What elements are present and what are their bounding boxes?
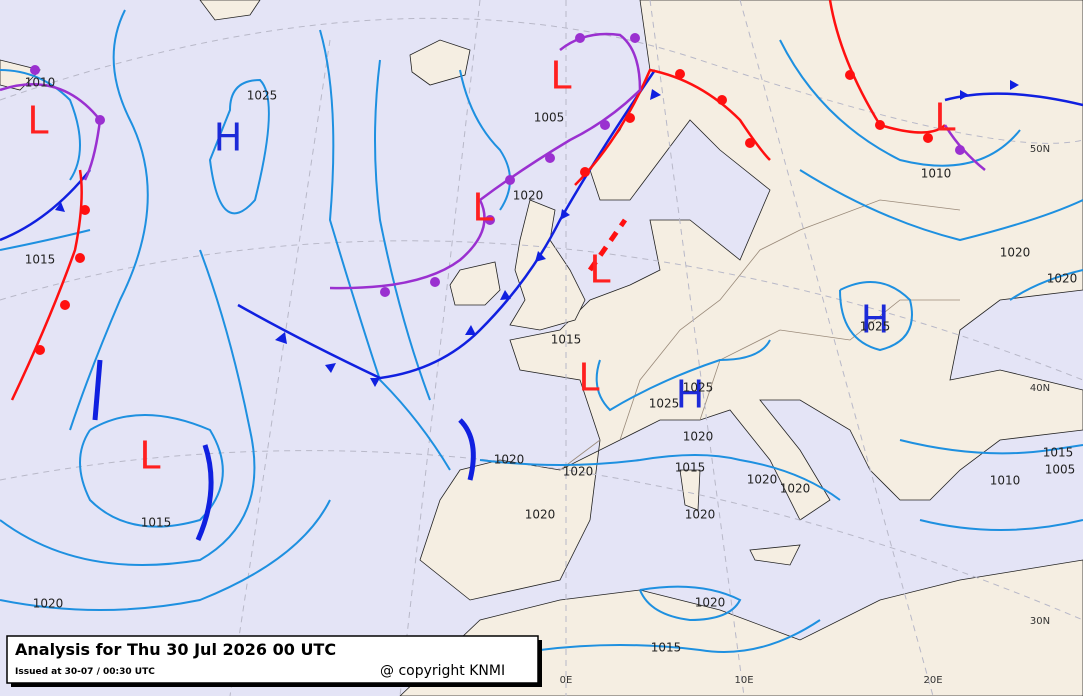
- grid-label: 20E: [923, 675, 942, 686]
- isobar-label: 1025: [649, 397, 680, 411]
- isobar-labels: 1010102510051020101510151025102510201020…: [25, 76, 1078, 655]
- isobar-label: 1020: [683, 430, 714, 444]
- isobar-label: 1020: [525, 508, 556, 522]
- isobar-label: 1020: [33, 597, 64, 611]
- grid-label: 40N: [1030, 383, 1050, 394]
- isobar-label: 1005: [534, 111, 565, 125]
- isobar-label: 1010: [990, 474, 1021, 488]
- grid-label: 10E: [734, 675, 753, 686]
- isobar-label: 1015: [675, 461, 706, 475]
- grid-labels: 50N 40N 30N 0E 10E 20E: [560, 144, 1050, 686]
- pressure-centers: L H L L L H L H L L: [27, 54, 955, 478]
- fronts: [0, 0, 1083, 542]
- isobar-label: 1025: [860, 320, 891, 334]
- low-center: L: [934, 96, 955, 140]
- low-center: L: [550, 54, 571, 98]
- isobar-label: 1020: [695, 596, 726, 610]
- grid-label: 50N: [1030, 144, 1050, 155]
- low-center: L: [27, 99, 48, 143]
- isobar-label: 1020: [747, 473, 778, 487]
- isobar-label: 1015: [1043, 446, 1074, 460]
- caption-title: Analysis for Thu 30 Jul 2026 00 UTC: [15, 640, 336, 659]
- low-center: L: [139, 434, 160, 478]
- low-center: L: [472, 186, 493, 230]
- isobar-label: 1020: [513, 189, 544, 203]
- isobar-label: 1010: [921, 167, 952, 181]
- isobar-label: 1020: [1047, 272, 1078, 286]
- isobar-label: 1015: [551, 333, 582, 347]
- front-symbols: [30, 33, 1019, 387]
- high-center: H: [214, 116, 243, 160]
- high-center: H: [676, 373, 705, 417]
- caption-box: [6, 635, 539, 684]
- grid-label: 30N: [1030, 616, 1050, 627]
- low-center: L: [589, 248, 610, 292]
- isobar-label: 1020: [1000, 246, 1031, 260]
- grid-label: 0E: [560, 675, 573, 686]
- caption-copyright: @ copyright KNMI: [380, 663, 505, 679]
- isobar-label: 1025: [683, 381, 714, 395]
- isobar-label: 1020: [685, 508, 716, 522]
- isobar-label: 1020: [494, 453, 525, 467]
- high-center: H: [861, 298, 890, 342]
- isobar-label: 1015: [651, 641, 682, 655]
- isobars: [0, 9, 1083, 653]
- isobar-label: 1010: [25, 76, 56, 90]
- caption-issued: Issued at 30-07 / 00:30 UTC: [15, 667, 155, 677]
- isobar-label: 1005: [1045, 463, 1076, 477]
- isobar-label: 1015: [141, 516, 172, 530]
- isobar-label: 1025: [247, 89, 278, 103]
- low-center: L: [578, 356, 599, 400]
- isobar-label: 1020: [563, 465, 594, 479]
- isobar-label: 1020: [780, 482, 811, 496]
- isobar-label: 1015: [25, 253, 56, 267]
